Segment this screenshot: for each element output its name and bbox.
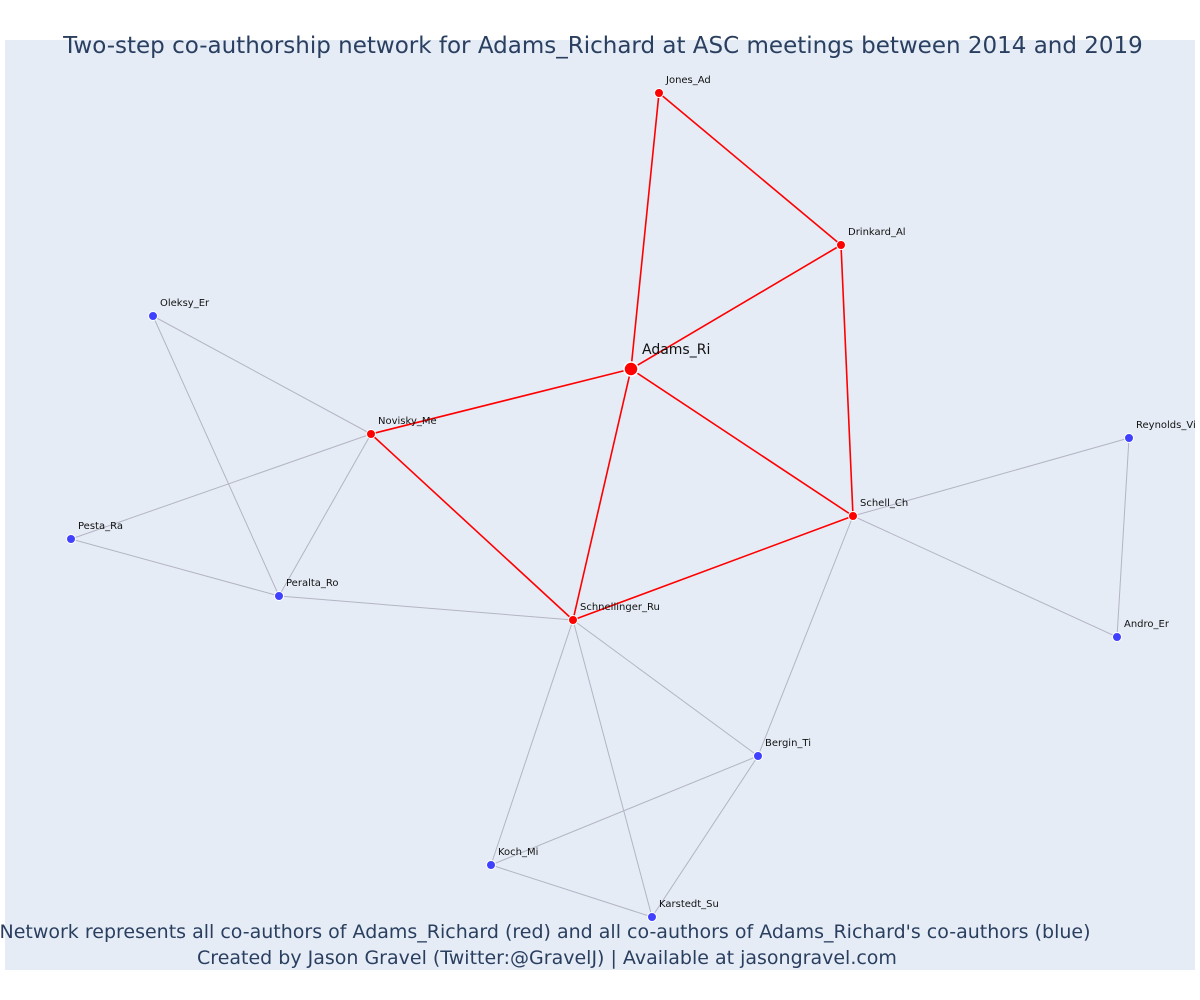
labels-layer: Adams_Ri Jones_Ad Drinkard_Al Novisky_Me Sch…	[78, 75, 1196, 910]
node-label-Schnellinger_Ru: Schnellinger_Ru	[580, 602, 660, 613]
edge-Oleksy_Er-Peralta_Ro	[152, 315, 280, 597]
node-label-Pesta_Ra: Pesta_Ra	[78, 521, 123, 532]
edge-Novisky_Me-Schnellinger_Ru	[370, 433, 574, 621]
edge-Schell_Ch-Andro_Er	[852, 515, 1118, 638]
node-label-Karstedt_Su: Karstedt_Su	[659, 899, 719, 910]
node-label-Koch_Mi: Koch_Mi	[498, 847, 538, 858]
edge-Drinkard_Al-Schell_Ch	[840, 244, 854, 517]
edge-Adams_Ri-Jones_Ad	[630, 92, 660, 370]
node-Andro_Er[interactable]	[1112, 632, 1122, 642]
node-label-Novisky_Me: Novisky_Me	[378, 416, 437, 427]
edge-Pesta_Ra-Peralta_Ro	[70, 538, 280, 597]
edge-Adams_Ri-Novisky_Me	[370, 368, 632, 435]
node-Reynolds_Vi[interactable]	[1124, 433, 1134, 443]
edge-Bergin_Ti-Koch_Mi	[490, 755, 759, 866]
edge-Schnellinger_Ru-Schell_Ch	[572, 515, 854, 621]
node-label-Bergin_Ti: Bergin_Ti	[765, 738, 811, 749]
edges-layer	[70, 92, 1130, 918]
edge-Jones_Ad-Drinkard_Al	[658, 92, 842, 246]
edge-Reynolds_Vi-Andro_Er	[1116, 437, 1130, 638]
edge-Novisky_Me-Pesta_Ra	[70, 433, 372, 540]
node-Koch_Mi[interactable]	[486, 860, 496, 870]
edge-Koch_Mi-Karstedt_Su	[490, 864, 653, 918]
node-label-Adams_Ri: Adams_Ri	[642, 342, 710, 358]
nodes-layer	[66, 88, 1134, 922]
node-label-Reynolds_Vi: Reynolds_Vi	[1136, 420, 1196, 431]
node-Oleksy_Er[interactable]	[148, 311, 158, 321]
edge-Peralta_Ro-Schnellinger_Ru	[278, 595, 574, 621]
network-title: Two-step co-authorship network for Adams…	[62, 33, 1143, 59]
caption-line-1: Network represents all co-authors of Ada…	[0, 921, 1091, 943]
node-Drinkard_Al[interactable]	[836, 240, 846, 250]
node-label-Peralta_Ro: Peralta_Ro	[286, 578, 339, 589]
node-Adams_Ri[interactable]	[623, 361, 639, 377]
edge-Novisky_Me-Peralta_Ro	[278, 433, 372, 597]
node-Karstedt_Su[interactable]	[647, 912, 657, 922]
node-Schnellinger_Ru[interactable]	[568, 615, 578, 625]
node-Jones_Ad[interactable]	[654, 88, 664, 98]
edge-Adams_Ri-Schnellinger_Ru	[572, 368, 632, 621]
node-label-Oleksy_Er: Oleksy_Er	[160, 298, 210, 309]
edge-Schnellinger_Ru-Bergin_Ti	[572, 619, 759, 757]
node-label-Drinkard_Al: Drinkard_Al	[848, 227, 906, 238]
node-Schell_Ch[interactable]	[848, 511, 858, 521]
edge-Adams_Ri-Drinkard_Al	[630, 244, 842, 370]
node-Pesta_Ra[interactable]	[66, 534, 76, 544]
edge-Novisky_Me-Oleksy_Er	[152, 315, 372, 435]
node-label-Andro_Er: Andro_Er	[1124, 619, 1170, 630]
edge-Schnellinger_Ru-Karstedt_Su	[572, 619, 653, 918]
edge-Schnellinger_Ru-Koch_Mi	[490, 619, 574, 866]
edge-Adams_Ri-Schell_Ch	[630, 368, 854, 517]
node-Peralta_Ro[interactable]	[274, 591, 284, 601]
node-label-Jones_Ad: Jones_Ad	[665, 75, 711, 86]
edge-Schell_Ch-Bergin_Ti	[757, 515, 854, 757]
node-Bergin_Ti[interactable]	[753, 751, 763, 761]
edge-Bergin_Ti-Karstedt_Su	[651, 755, 759, 918]
edge-Schell_Ch-Reynolds_Vi	[852, 437, 1130, 517]
caption-line-2: Created by Jason Gravel (Twitter:@Gravel…	[197, 947, 897, 969]
node-Novisky_Me[interactable]	[366, 429, 376, 439]
node-label-Schell_Ch: Schell_Ch	[860, 498, 908, 509]
